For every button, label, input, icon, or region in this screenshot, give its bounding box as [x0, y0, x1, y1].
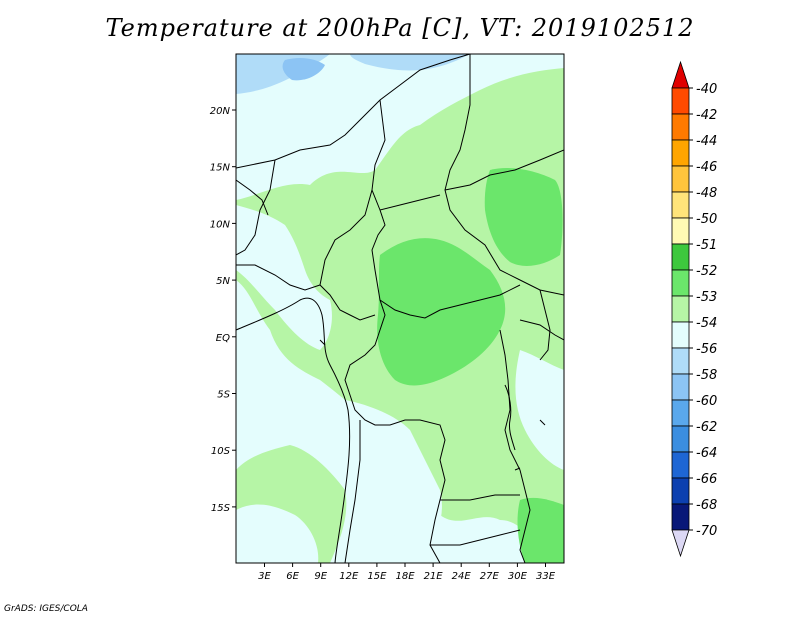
colorbar-segment: [671, 243, 690, 271]
region-cold-east: [515, 350, 564, 470]
colorbar-segment: [671, 60, 690, 89]
lon-tick-label: 24E: [452, 571, 472, 582]
colorbar-segment: [671, 529, 690, 558]
colorbar-segment: [671, 477, 690, 505]
colorbar-label: -54: [696, 316, 717, 331]
colorbar-segment: [671, 321, 690, 349]
colorbar-label: -46: [696, 160, 717, 175]
colorbar-label: -56: [696, 342, 717, 357]
lon-tick-label: 15E: [367, 571, 387, 582]
lon-tick-label: 12E: [339, 571, 359, 582]
lon-tick-label: 9E: [314, 571, 327, 582]
map-area: [236, 54, 564, 563]
lat-tick-label: 10S: [211, 446, 231, 457]
region-cold-central-south: [345, 400, 442, 547]
colorbar-label: -60: [696, 394, 717, 409]
colorbar-segment: [671, 451, 690, 479]
region-mid-green-central: [377, 238, 506, 386]
lon-tick-label: 18E: [395, 571, 415, 582]
colorbar-label: -44: [696, 134, 717, 149]
lat-tick-label: 20N: [210, 106, 231, 117]
coastline: [236, 297, 546, 563]
longitude-ticks: 3E 6E 9E 12E 15E 18E 21E 24E 27E 30E 33E: [258, 563, 556, 582]
colorbar-label: -40: [696, 82, 717, 97]
country-borders: [236, 54, 564, 563]
colorbar-label: -66: [696, 472, 717, 487]
colorbar-segment: [671, 399, 690, 427]
lon-tick-label: 3E: [258, 571, 271, 582]
region-light-blue-north-east: [350, 54, 470, 71]
region-cold-west: [236, 205, 332, 350]
colorbar-label: -50: [696, 212, 717, 227]
lat-tick-label: 15N: [210, 163, 231, 174]
lat-tick-label: 15S: [211, 503, 231, 514]
lat-tick-label: 10N: [210, 219, 231, 230]
colorbar-label: -51: [696, 238, 717, 253]
lon-tick-label: 21E: [424, 571, 444, 582]
lon-tick-label: 33E: [536, 571, 556, 582]
colorbar-segment: [671, 503, 690, 531]
colorbar: -40 -42 -44 -46 -48 -50 -51 -52 -53 -54 -56 -58 -60 -…: [671, 60, 717, 558]
map-title: Temperature at 200hPa [C], VT: 201910251…: [105, 14, 695, 42]
lon-tick-label: 27E: [480, 571, 500, 582]
colorbar-label: -48: [696, 186, 717, 201]
colorbar-segment: [671, 373, 690, 401]
colorbar-label: -58: [696, 368, 717, 383]
lat-tick-label: 5N: [216, 276, 230, 287]
colorbar-label: -64: [696, 446, 717, 461]
colorbar-segment: [671, 347, 690, 375]
colorbar-segment: [671, 269, 690, 297]
lon-tick-label: 30E: [508, 571, 528, 582]
credit-text: GrADS: IGES/COLA: [4, 604, 88, 614]
colorbar-segment: [671, 165, 690, 193]
colorbar-segment: [671, 425, 690, 453]
colorbar-label: -52: [696, 264, 717, 279]
colorbar-segment: [671, 217, 690, 245]
lat-tick-label: 5S: [217, 390, 230, 401]
latitude-ticks: 20N 15N 10N 5N EQ 5S 10S 15S: [210, 106, 236, 514]
colorbar-segment: [671, 113, 690, 141]
colorbar-segment: [671, 295, 690, 323]
region-blue-north: [282, 57, 325, 81]
colorbar-label: -70: [696, 524, 717, 539]
colorbar-segment: [671, 139, 690, 167]
colorbar-segment: [671, 191, 690, 219]
region-cold-north: [236, 54, 425, 172]
region-cold-gap-southwest: [236, 504, 319, 563]
lon-tick-label: 6E: [286, 571, 299, 582]
region-mid-green-northeast: [484, 168, 563, 266]
colorbar-label: -68: [696, 498, 717, 513]
colorbar-label: -42: [696, 108, 717, 123]
colorbar-label: -62: [696, 420, 717, 435]
colorbar-segment: [671, 87, 690, 115]
lat-tick-label: EQ: [216, 333, 230, 344]
map-frame: [235, 53, 565, 564]
colorbar-label: -53: [696, 290, 717, 305]
